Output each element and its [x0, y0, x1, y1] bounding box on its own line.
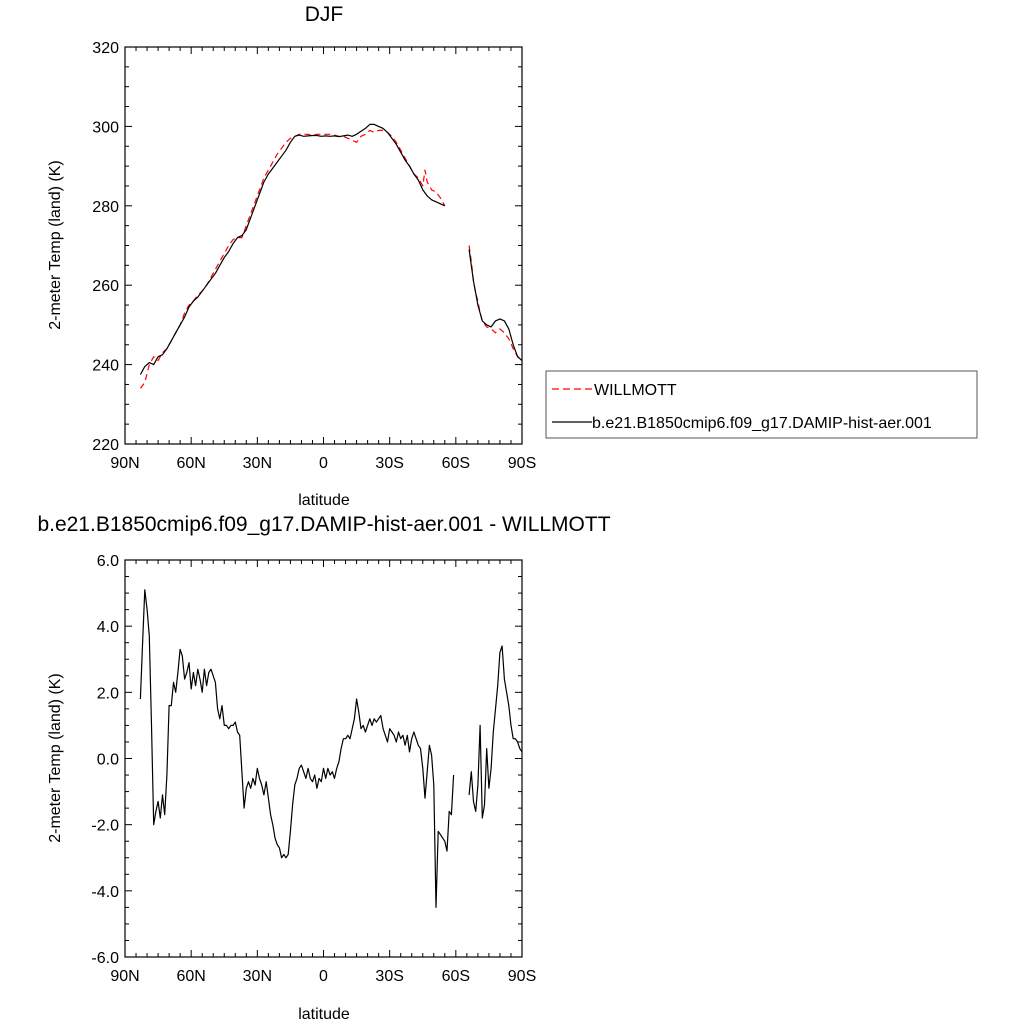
y-tick-label: 6.0 — [97, 553, 119, 570]
series-line-0 — [468, 645, 523, 819]
bottom-chart-title: b.e21.B1850cmip6.f09_g17.DAMIP-hist-aer.… — [37, 513, 610, 536]
x-tick-label: 0 — [319, 968, 328, 985]
x-tick-label: 30N — [243, 455, 272, 472]
legend-label-willmott: WILLMOTT — [594, 382, 677, 399]
series-line-1 — [468, 249, 523, 362]
top-panel: DJF latitude 2-meter Temp (land) (K) 90N… — [47, 3, 536, 509]
y-tick-label: 260 — [92, 278, 119, 295]
top-series-lines — [139, 123, 523, 389]
x-tick-label: 90S — [508, 968, 536, 985]
y-tick-label: 280 — [92, 199, 119, 216]
legend-box — [545, 370, 978, 439]
x-tick-label: 90N — [110, 968, 139, 985]
top-chart-title: DJF — [305, 3, 344, 26]
x-tick-label: 60N — [176, 455, 205, 472]
series-line-0 — [139, 129, 446, 389]
x-tick-label: 90S — [508, 455, 536, 472]
y-tick-label: -6.0 — [91, 950, 119, 967]
top-plot-frame — [124, 46, 523, 445]
y-tick-label: 4.0 — [97, 619, 119, 636]
legend-label-model: b.e21.B1850cmip6.f09_g17.DAMIP-hist-aer.… — [592, 415, 932, 432]
x-tick-label: 60S — [442, 968, 470, 985]
bottom-y-axis-label: 2-meter Temp (land) (K) — [47, 673, 64, 843]
y-tick-label: 300 — [92, 119, 119, 136]
bottom-panel: b.e21.B1850cmip6.f09_g17.DAMIP-hist-aer.… — [37, 513, 610, 1023]
bottom-x-axis-label: latitude — [298, 1006, 350, 1023]
bottom-series-lines — [139, 589, 523, 909]
y-tick-label: 240 — [92, 358, 119, 375]
x-tick-label: 30S — [375, 455, 403, 472]
x-tick-label: 60N — [176, 968, 205, 985]
y-tick-label: -4.0 — [91, 884, 119, 901]
top-y-axis-label: 2-meter Temp (land) (K) — [47, 160, 64, 330]
x-tick-label: 30S — [375, 968, 403, 985]
x-tick-label: 0 — [319, 455, 328, 472]
bottom-ticks: 90N 60N 30N 0 30S 60S 90S -6.0 -4.0 -2.0 0.0 2.0 4.0… — [91, 553, 536, 985]
y-tick-label: 2.0 — [97, 685, 119, 702]
x-tick-label: 90N — [110, 455, 139, 472]
bottom-plot-frame — [124, 559, 523, 958]
legend: WILLMOTT b.e21.B1850cmip6.f09_g17.DAMIP-… — [545, 370, 978, 439]
x-tick-label: 30N — [243, 968, 272, 985]
y-tick-label: -2.0 — [91, 818, 119, 835]
y-tick-label: 220 — [92, 437, 119, 454]
y-tick-label: 0.0 — [97, 752, 119, 769]
top-x-axis-label: latitude — [298, 492, 350, 509]
series-line-1 — [139, 123, 446, 375]
top-ticks: 90N 60N 30N 0 30S 60S 90S 220 240 260 280 300 320 — [92, 40, 536, 472]
x-tick-label: 60S — [442, 455, 470, 472]
series-line-0 — [139, 589, 455, 909]
y-tick-label: 320 — [92, 40, 119, 57]
